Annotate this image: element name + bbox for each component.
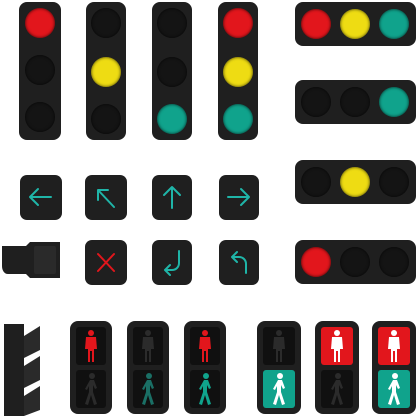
lamp-off (379, 247, 409, 277)
lamp-off (301, 87, 331, 117)
walking-person-icon (199, 373, 211, 405)
lamp-green (379, 87, 409, 117)
pedestrian-signal-walk-bg (257, 321, 301, 414)
lamp-off (379, 167, 409, 197)
standing-person-icon (142, 330, 154, 362)
lamp-off (157, 57, 187, 87)
arrow-signal-left (20, 175, 62, 220)
ped-bottom-cell (133, 370, 163, 408)
turn-left-up-icon (231, 251, 247, 274)
lamp-off (25, 102, 55, 132)
cross-x-icon (97, 253, 115, 272)
ped-top-cell (378, 327, 410, 365)
arrow-signal-up-left (85, 175, 127, 220)
standing-person-icon (199, 330, 211, 362)
arrow-up-icon (163, 186, 181, 209)
walking-person-icon (142, 373, 154, 405)
lamp-yellow (340, 167, 370, 197)
lamp-off (301, 167, 331, 197)
ped-bottom-cell (321, 370, 353, 408)
ped-bottom-cell (190, 370, 220, 408)
standing-person-icon (331, 330, 343, 362)
ped-top-cell (263, 327, 295, 365)
ped-top-cell (321, 327, 353, 365)
arrow-right-icon (227, 188, 250, 206)
horizontal-signal-green (295, 80, 416, 124)
ped-bottom-cell (263, 370, 295, 408)
lamp-off (157, 8, 187, 38)
lamp-green (223, 104, 253, 134)
pedestrian-signal-off (127, 321, 169, 414)
standing-person-icon (85, 330, 97, 362)
ped-bottom-cell (76, 370, 106, 408)
ped-bottom-cell (378, 370, 410, 408)
arrow-up-left-icon (97, 189, 115, 208)
standing-person-icon (388, 330, 400, 362)
lamp-off (91, 8, 121, 38)
pedestrian-signal-stop-bg (315, 321, 359, 414)
pedestrian-signal-both-bg (372, 321, 416, 414)
walking-person-icon (85, 373, 97, 405)
lamp-off (340, 87, 370, 117)
lamp-off (25, 55, 55, 85)
pedestrian-signal-walk (184, 321, 226, 414)
lamp-green (379, 9, 409, 39)
lamp-red (223, 8, 253, 38)
side-mount-pole-signal (0, 322, 50, 416)
walking-person-icon (331, 373, 343, 405)
ped-top-cell (76, 327, 106, 365)
lamp-yellow (91, 57, 121, 87)
side-mount-icon (2, 242, 60, 278)
arrow-signal-right (219, 175, 259, 220)
horizontal-signal-all (295, 2, 416, 46)
lamp-off (91, 104, 121, 134)
lamp-green (157, 104, 187, 134)
vertical-signal-all (218, 2, 258, 140)
arrow-signal-turn-down-left (152, 240, 192, 285)
arrow-signal-turn-left-up (219, 240, 259, 285)
ped-top-cell (133, 327, 163, 365)
lamp-yellow (340, 9, 370, 39)
side-mount-pole-icon (4, 324, 40, 416)
vertical-signal-red (19, 2, 61, 140)
walking-person-icon (388, 373, 400, 405)
walking-person-icon (273, 373, 285, 405)
vertical-signal-yellow (86, 2, 126, 140)
side-mount-signal (0, 240, 62, 282)
pedestrian-signal-stop (70, 321, 112, 414)
lamp-off (340, 247, 370, 277)
lamp-red (301, 247, 331, 277)
horizontal-signal-yellow (295, 160, 416, 204)
lamp-red (301, 9, 331, 39)
turn-down-left-icon (164, 250, 180, 276)
arrow-left-icon (29, 188, 52, 206)
horizontal-signal-red (295, 240, 416, 284)
arrow-signal-cross (85, 240, 127, 285)
lamp-red (25, 8, 55, 38)
standing-person-icon (273, 330, 285, 362)
arrow-signal-up (152, 175, 192, 220)
ped-top-cell (190, 327, 220, 365)
lamp-yellow (223, 57, 253, 87)
vertical-signal-green (152, 2, 192, 140)
